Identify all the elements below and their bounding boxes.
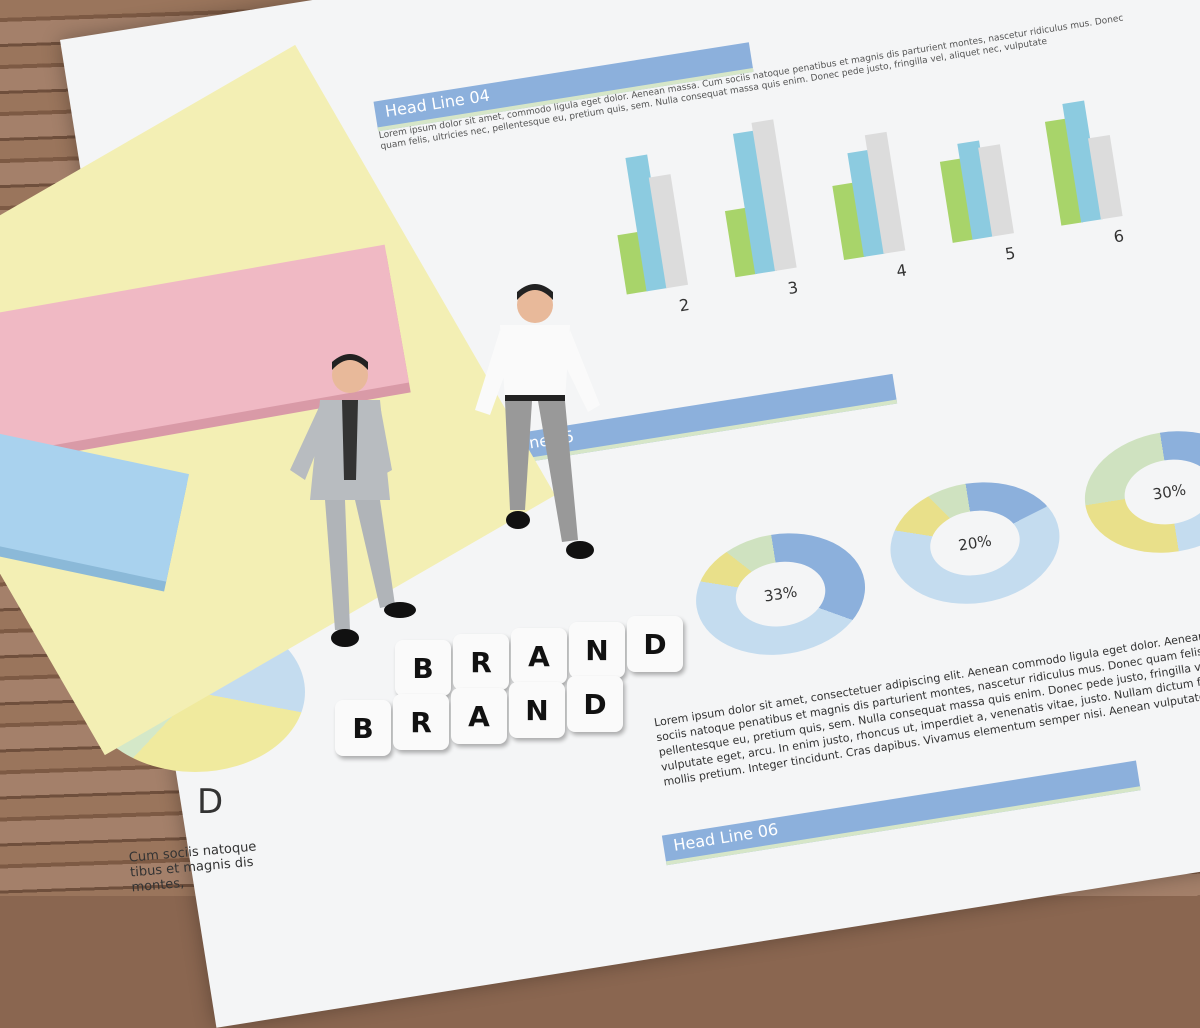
businessman-figure-shirt (475, 284, 600, 559)
percent-label: 33% (762, 582, 799, 606)
letter-block: N (569, 622, 625, 678)
letter-block: R (393, 694, 449, 750)
bar-label-2: 2 (677, 294, 691, 316)
businessman-figure-suit (290, 354, 416, 647)
letter-block: D (627, 616, 683, 672)
letter-block: N (509, 682, 565, 738)
letter-block: A (511, 628, 567, 684)
bar-label-4: 4 (895, 260, 909, 281)
letter-block: D (567, 676, 623, 732)
pie-label: D (197, 782, 224, 822)
percent-label: 20% (957, 531, 993, 555)
letter-block: A (451, 688, 507, 744)
donut-20: 20% (881, 470, 1069, 616)
bar-label-5: 5 (1003, 243, 1017, 264)
bar-label-3: 3 (786, 277, 800, 299)
letter-block: B (395, 640, 451, 696)
donut-33: 33% (687, 521, 874, 667)
bar-label-6: 6 (1112, 226, 1126, 247)
donut-30: 30% (1076, 419, 1200, 565)
letter-block: R (453, 634, 509, 690)
percent-label: 30% (1151, 480, 1188, 504)
letter-block: B (335, 700, 391, 756)
